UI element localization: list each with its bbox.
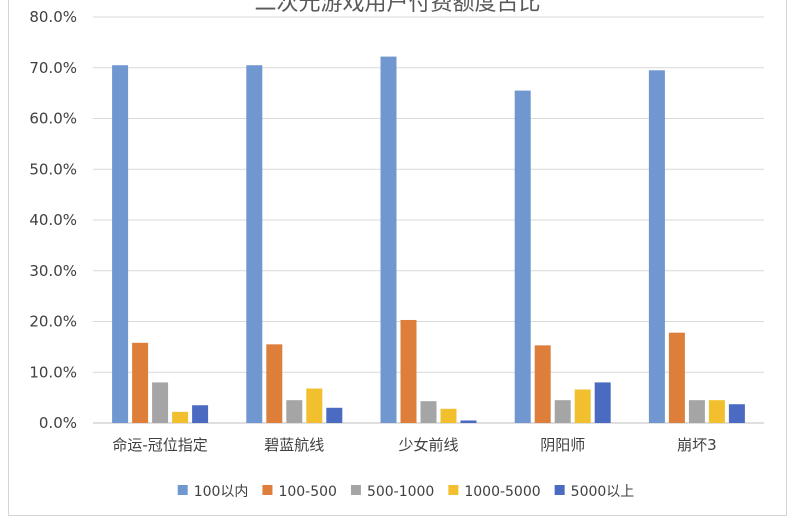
y-axis: 0.0% 10.0% 20.0% 30.0% 40.0% 50.0% 60.0% 70.0% 8… (29, 8, 77, 432)
legend-swatch (448, 485, 459, 495)
bar (152, 382, 169, 423)
y-tick-label: 40.0% (29, 211, 77, 229)
x-tick-label: 碧蓝航线 (264, 436, 324, 454)
legend-label: 1000-5000 (464, 484, 540, 500)
x-tick-label: 崩坏3 (677, 436, 717, 454)
y-tick-label: 80.0% (29, 8, 77, 26)
bar (668, 332, 685, 423)
legend-label: 500-1000 (367, 484, 434, 500)
y-tick-label: 20.0% (29, 313, 77, 331)
bar (400, 319, 417, 423)
bar (648, 70, 665, 423)
bar (286, 400, 303, 423)
bar (306, 388, 323, 423)
y-tick-label: 0.0% (39, 414, 77, 432)
bar (440, 408, 457, 423)
bar (132, 342, 149, 423)
legend-label: 100以内 (194, 484, 249, 500)
y-tick-label: 70.0% (29, 59, 77, 77)
bar (246, 65, 263, 424)
bar (420, 401, 437, 423)
bar (574, 389, 591, 423)
bars (112, 56, 745, 424)
bar (708, 400, 725, 423)
bar (594, 382, 611, 423)
y-tick-label: 50.0% (29, 160, 77, 178)
bar (460, 420, 477, 423)
bar (728, 404, 745, 423)
bar (380, 56, 397, 424)
bar (326, 407, 343, 423)
bar (192, 405, 209, 423)
bar (514, 90, 531, 424)
x-axis: 命运-冠位指定 碧蓝航线 少女前线 阴阳师 崩坏3 (112, 436, 716, 454)
legend-label: 100-500 (278, 484, 337, 500)
legend-swatch (350, 485, 361, 495)
bar (534, 345, 551, 423)
y-tick-label: 30.0% (29, 262, 77, 280)
x-tick-label: 命运-冠位指定 (112, 436, 207, 454)
x-tick-label: 阴阳师 (540, 436, 585, 454)
x-tick-label: 少女前线 (398, 436, 458, 454)
legend-swatch (554, 485, 565, 495)
bar (554, 400, 571, 423)
chart-title: 二次元游戏用户付费额度占比 (254, 0, 541, 16)
bar (112, 65, 129, 424)
y-tick-label: 10.0% (29, 363, 77, 381)
bar (688, 400, 705, 423)
legend: 100以内 100-500 500-1000 1000-5000 5000以上 (177, 484, 635, 500)
legend-swatch (177, 485, 188, 495)
y-tick-label: 60.0% (29, 110, 77, 128)
bar (266, 344, 283, 423)
legend-swatch (262, 485, 273, 495)
legend-label: 5000以上 (571, 484, 635, 500)
bar (172, 411, 189, 423)
